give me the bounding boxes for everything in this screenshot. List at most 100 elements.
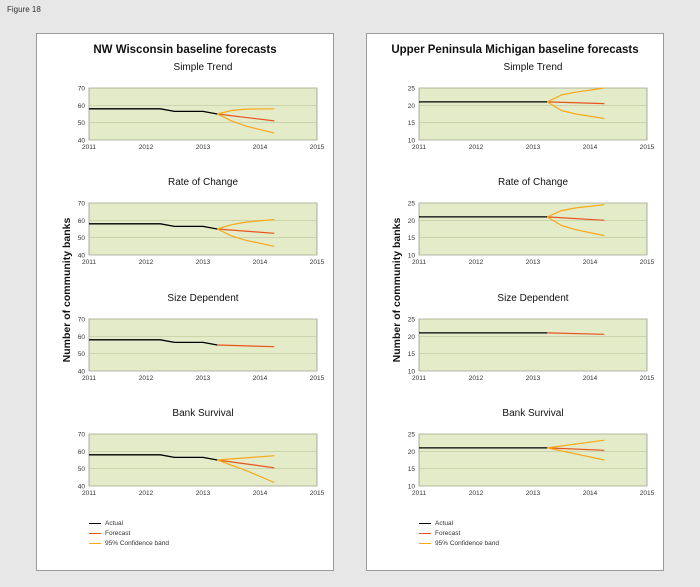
subchart-bank-survival: Bank Survival 10 15 20 25 2011 2012 2013 2014 201… bbox=[408, 408, 655, 497]
legend-label: Actual bbox=[105, 519, 124, 527]
series-line-band bbox=[217, 228, 275, 247]
y-tick-label: 50 bbox=[78, 120, 86, 127]
x-tick-label: 2012 bbox=[469, 375, 484, 382]
x-tick-label: 2014 bbox=[253, 144, 268, 151]
x-tick-label: 2013 bbox=[526, 375, 541, 382]
series-line-forecast bbox=[217, 228, 275, 234]
subchart-title: Simple Trend bbox=[504, 62, 563, 73]
x-tick-label: 2012 bbox=[469, 490, 484, 497]
y-tick-label: 10 bbox=[408, 253, 416, 260]
subchart-title: Bank Survival bbox=[172, 408, 233, 419]
legend-item-forecast: Forecast bbox=[89, 528, 169, 538]
y-tick-label: 10 bbox=[408, 369, 416, 376]
x-tick-label: 2011 bbox=[82, 375, 96, 382]
x-tick-label: 2011 bbox=[82, 144, 96, 151]
series-line-forecast bbox=[547, 101, 605, 105]
series-line-band bbox=[547, 447, 605, 461]
y-tick-label: 70 bbox=[78, 317, 86, 324]
subchart-title: Size Dependent bbox=[497, 293, 568, 304]
x-tick-label: 2013 bbox=[526, 259, 541, 266]
y-tick-label: 20 bbox=[408, 103, 416, 110]
subchart-size-dependent: Size Dependent 40 50 60 70 2011 2012 2013 2014 20… bbox=[78, 293, 325, 382]
x-tick-label: 2011 bbox=[412, 490, 426, 497]
x-tick-label: 2015 bbox=[310, 490, 325, 497]
legend-label: Actual bbox=[435, 519, 454, 527]
x-tick-label: 2015 bbox=[310, 144, 325, 151]
legend-item-actual: Actual bbox=[419, 518, 499, 528]
series-line-forecast bbox=[217, 459, 275, 469]
x-tick-label: 2012 bbox=[469, 259, 484, 266]
y-tick-label: 50 bbox=[78, 466, 86, 473]
y-tick-label: 40 bbox=[78, 369, 86, 376]
subchart-size-dependent: Size Dependent 10 15 20 25 2011 2012 2013 2014 20… bbox=[408, 293, 655, 382]
y-tick-label: 20 bbox=[408, 218, 416, 225]
y-tick-label: 60 bbox=[78, 449, 86, 456]
x-tick-label: 2015 bbox=[640, 490, 655, 497]
y-tick-label: 70 bbox=[78, 86, 86, 93]
legend-label: Forecast bbox=[105, 529, 131, 537]
plot-area bbox=[88, 318, 318, 372]
y-tick-label: 25 bbox=[408, 201, 416, 208]
subchart-rate-of-change: Rate of Change 40 50 60 70 2011 2012 2013 2014 20… bbox=[78, 177, 325, 266]
y-tick-label: 15 bbox=[408, 235, 416, 242]
x-tick-label: 2013 bbox=[526, 144, 541, 151]
plot-area bbox=[418, 433, 648, 487]
plot-area bbox=[88, 202, 318, 256]
x-tick-label: 2014 bbox=[253, 490, 268, 497]
series-line-band bbox=[217, 113, 275, 134]
x-tick-label: 2011 bbox=[412, 375, 426, 382]
x-tick-label: 2014 bbox=[583, 490, 598, 497]
y-tick-label: 25 bbox=[408, 86, 416, 93]
series-line-band bbox=[547, 439, 605, 449]
y-tick-label: 40 bbox=[78, 484, 86, 491]
series-line-band bbox=[546, 101, 605, 120]
figure-label: Figure 18 bbox=[7, 5, 41, 14]
series-line-actual bbox=[89, 223, 218, 230]
y-tick-label: 10 bbox=[408, 484, 416, 491]
x-tick-label: 2015 bbox=[310, 259, 325, 266]
legend: Actual Forecast 95% Confidence band bbox=[89, 518, 169, 548]
panel-upper-peninsula: Upper Peninsula Michigan baseline foreca… bbox=[366, 33, 664, 571]
y-tick-label: 60 bbox=[78, 103, 86, 110]
legend-item-actual: Actual bbox=[89, 518, 169, 528]
subchart-title: Rate of Change bbox=[498, 177, 568, 188]
series-line-actual bbox=[89, 108, 218, 115]
x-tick-label: 2015 bbox=[640, 375, 655, 382]
legend-label: 95% Confidence band bbox=[435, 539, 499, 547]
subchart-title: Rate of Change bbox=[168, 177, 238, 188]
y-tick-label: 40 bbox=[78, 138, 86, 145]
subchart-simple-trend: Simple Trend 40 50 60 70 2011 2012 2013 2014 2015 bbox=[78, 62, 325, 151]
charts-svg-left: Simple Trend 40 50 60 70 2011 2012 2013 2014 2015… bbox=[78, 62, 325, 497]
legend-item-band: 95% Confidence band bbox=[89, 538, 169, 548]
y-tick-label: 60 bbox=[78, 218, 86, 225]
plot-area bbox=[418, 87, 648, 141]
x-tick-label: 2013 bbox=[196, 259, 211, 266]
subchart-title: Bank Survival bbox=[502, 408, 563, 419]
legend-label: 95% Confidence band bbox=[105, 539, 169, 547]
y-tick-label: 70 bbox=[78, 432, 86, 439]
series-line-band bbox=[217, 218, 275, 230]
series-line-forecast bbox=[217, 344, 275, 348]
x-tick-label: 2014 bbox=[583, 144, 598, 151]
subchart-title: Simple Trend bbox=[174, 62, 233, 73]
legend-item-band: 95% Confidence band bbox=[419, 538, 499, 548]
panel-title: NW Wisconsin baseline forecasts bbox=[93, 44, 277, 56]
x-tick-label: 2013 bbox=[526, 490, 541, 497]
y-tick-label: 50 bbox=[78, 235, 86, 242]
y-tick-label: 25 bbox=[408, 317, 416, 324]
y-tick-label: 15 bbox=[408, 120, 416, 127]
series-line-actual bbox=[89, 339, 218, 346]
plot-area bbox=[88, 87, 318, 141]
series-line-band bbox=[217, 108, 275, 115]
x-tick-label: 2013 bbox=[196, 375, 211, 382]
plot-area bbox=[418, 202, 648, 256]
series-line-forecast bbox=[217, 113, 275, 122]
plot-area bbox=[418, 318, 648, 372]
x-tick-label: 2011 bbox=[82, 490, 96, 497]
y-tick-label: 70 bbox=[78, 201, 86, 208]
subchart-title: Size Dependent bbox=[167, 293, 238, 304]
subchart-simple-trend: Simple Trend 10 15 20 25 2011 2012 2013 2014 2015 bbox=[408, 62, 655, 151]
y-tick-label: 60 bbox=[78, 334, 86, 341]
x-tick-label: 2013 bbox=[196, 144, 211, 151]
